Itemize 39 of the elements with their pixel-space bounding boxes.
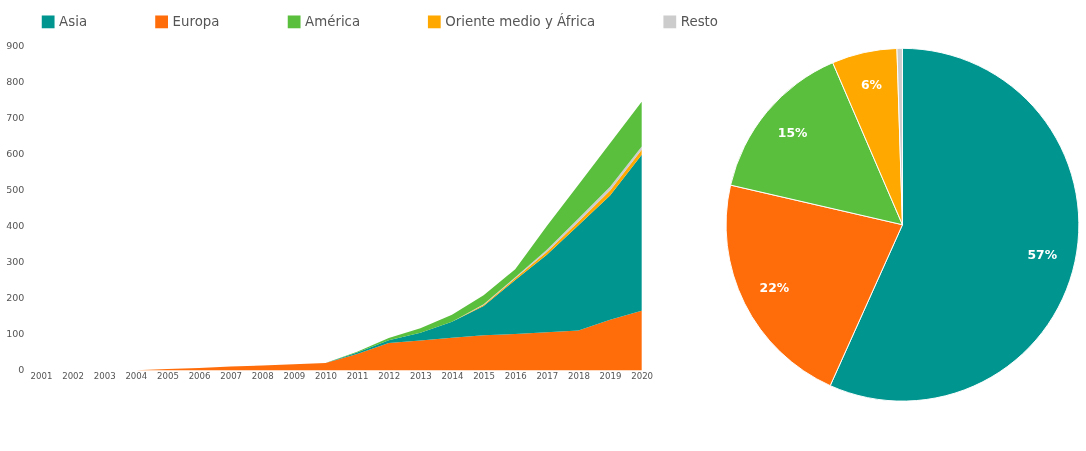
legend-label: América bbox=[305, 13, 361, 29]
x-tick-label: 2006 bbox=[188, 371, 211, 382]
data-label: 57% bbox=[1027, 246, 1058, 262]
x-tick-label: 2004 bbox=[125, 371, 148, 382]
x-tick-label: 2003 bbox=[93, 371, 116, 382]
y-tick-label: 500 bbox=[6, 184, 25, 196]
x-tick-label: 2010 bbox=[315, 371, 337, 382]
y-tick-label: 900 bbox=[6, 40, 25, 52]
data-label: 22% bbox=[759, 280, 790, 296]
data-label: 15% bbox=[777, 124, 808, 140]
x-tick-label: 2020 bbox=[631, 371, 654, 382]
x-tick-label: 2014 bbox=[441, 371, 464, 382]
x-tick-label: 2015 bbox=[473, 371, 496, 382]
x-tick-label: 2008 bbox=[251, 371, 274, 382]
y-tick-label: 100 bbox=[6, 328, 25, 340]
x-tick-label: 2012 bbox=[378, 371, 401, 382]
x-tick-label: 2019 bbox=[599, 371, 622, 382]
y-tick-label: 400 bbox=[6, 220, 25, 232]
x-tick-label: 2011 bbox=[346, 371, 369, 382]
y-tick-label: 800 bbox=[6, 76, 25, 88]
legend-label: Resto bbox=[680, 13, 718, 29]
x-tick-label: 2018 bbox=[568, 371, 590, 382]
y-tick-label: 600 bbox=[6, 148, 25, 160]
x-tick-label: 2007 bbox=[220, 371, 243, 382]
x-tick-label: 2009 bbox=[283, 371, 306, 382]
legend-label: Oriente medio y África bbox=[445, 12, 596, 29]
y-tick-label: 300 bbox=[6, 256, 25, 268]
x-tick-label: 2001 bbox=[30, 371, 53, 382]
y-tick-label: 0 bbox=[18, 364, 25, 376]
legend-label: Asia bbox=[59, 13, 88, 29]
data-label: 6% bbox=[860, 76, 882, 92]
legend-label: Europa bbox=[172, 13, 220, 29]
y-tick-label: 700 bbox=[6, 112, 25, 124]
x-tick-label: 2017 bbox=[536, 371, 559, 382]
y-tick-label: 200 bbox=[6, 292, 25, 304]
x-tick-label: 2002 bbox=[62, 371, 85, 382]
x-tick-label: 2016 bbox=[504, 371, 527, 382]
x-tick-label: 2005 bbox=[157, 371, 179, 382]
x-tick-label: 2013 bbox=[409, 371, 432, 382]
